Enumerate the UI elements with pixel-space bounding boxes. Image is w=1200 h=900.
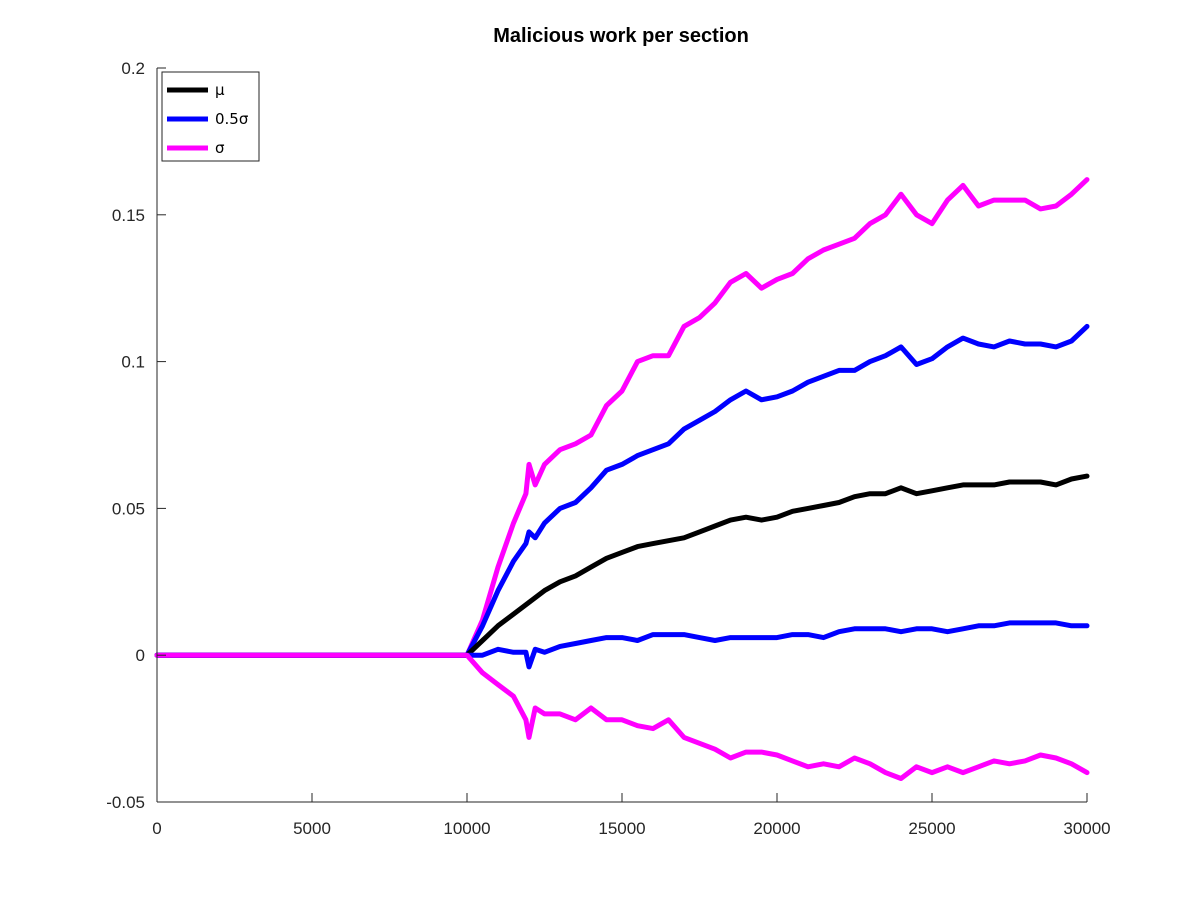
series-line-0 <box>154 177 1090 658</box>
series-line-3 <box>154 620 1090 670</box>
axes: 0 5000 10000 15000 20000 25000 30000 -0.05 0 0.05… <box>106 59 1110 838</box>
x-tick-label: 0 <box>152 819 161 838</box>
x-tick-label: 5000 <box>293 819 331 838</box>
series-line-4 <box>154 652 1090 781</box>
y-tick-label: 0 <box>136 646 145 665</box>
plot-lines <box>154 177 1090 781</box>
x-tick-label: 20000 <box>753 819 800 838</box>
legend-label: σ <box>215 139 225 157</box>
y-tick-label: 0.1 <box>121 353 145 372</box>
series-line-1 <box>154 323 1090 658</box>
y-tick-label: 0.15 <box>112 206 145 225</box>
chart-title: Malicious work per section <box>493 25 749 47</box>
y-tick-label: -0.05 <box>106 793 145 812</box>
y-tick-label: 0.05 <box>112 499 145 518</box>
y-tick-label: 0.2 <box>121 59 145 78</box>
x-tick-label: 30000 <box>1063 819 1110 838</box>
x-tick-label: 25000 <box>908 819 955 838</box>
legend: μ 0.5σ σ <box>161 71 260 162</box>
x-tick-label: 15000 <box>598 819 645 838</box>
legend-label: 0.5σ <box>215 110 249 128</box>
series-line-2 <box>154 473 1090 658</box>
legend-label: μ <box>215 81 225 99</box>
x-tick-label: 10000 <box>443 819 490 838</box>
